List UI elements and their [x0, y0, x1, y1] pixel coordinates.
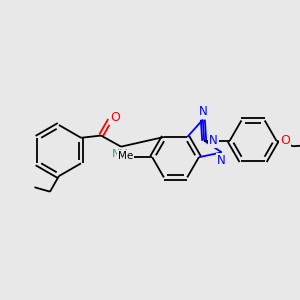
Text: O: O	[280, 134, 290, 147]
Text: O: O	[110, 111, 120, 124]
Text: Me: Me	[118, 151, 133, 161]
Text: N: N	[209, 134, 218, 147]
Text: N: N	[199, 105, 207, 119]
Text: NH: NH	[112, 149, 128, 159]
Text: N: N	[217, 154, 226, 166]
